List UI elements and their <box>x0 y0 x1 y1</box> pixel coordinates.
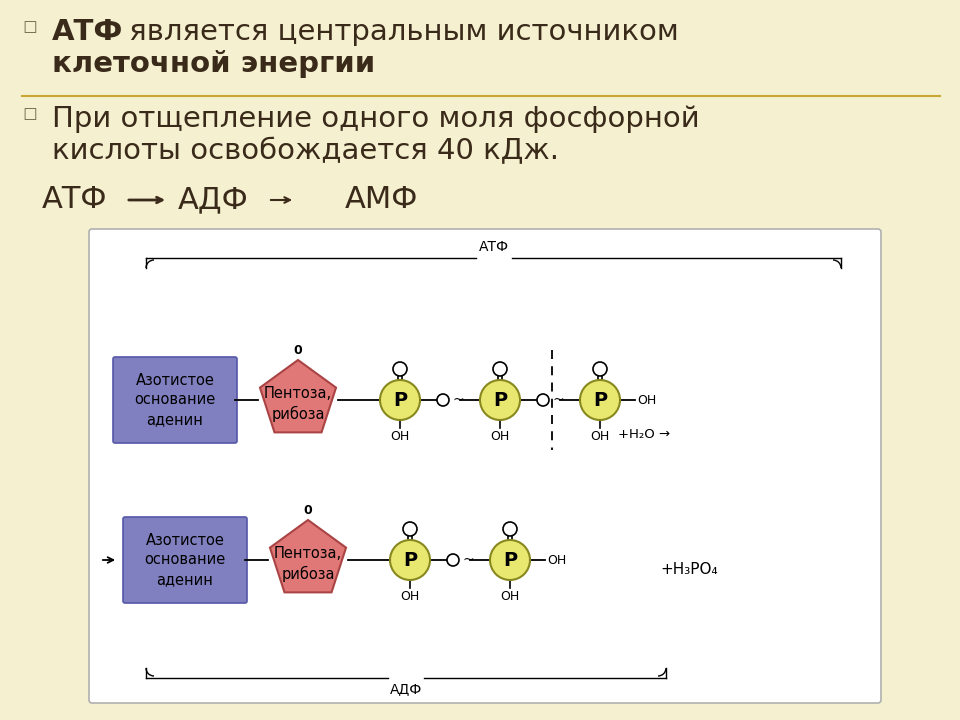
Text: ◻: ◻ <box>22 18 37 36</box>
Text: ~: ~ <box>463 553 474 567</box>
FancyBboxPatch shape <box>123 517 247 603</box>
Text: кислоты освобождается 40 кДж.: кислоты освобождается 40 кДж. <box>52 137 559 165</box>
Text: клеточной энергии: клеточной энергии <box>52 50 375 78</box>
Circle shape <box>593 362 607 376</box>
Text: ~: ~ <box>453 393 465 407</box>
Text: OH: OH <box>637 394 657 407</box>
Circle shape <box>390 540 430 580</box>
Text: АТФ: АТФ <box>42 185 108 214</box>
Polygon shape <box>260 360 336 433</box>
Circle shape <box>537 394 549 406</box>
Text: АТФ: АТФ <box>478 240 509 254</box>
Text: АДФ: АДФ <box>390 682 422 696</box>
Text: P: P <box>593 390 607 410</box>
Circle shape <box>480 380 520 420</box>
Text: АТФ: АТФ <box>52 18 124 46</box>
Text: P: P <box>492 390 507 410</box>
Text: +H₃PO₄: +H₃PO₄ <box>660 562 718 577</box>
Text: АМФ: АМФ <box>345 185 419 214</box>
Circle shape <box>447 554 459 566</box>
FancyBboxPatch shape <box>89 229 881 703</box>
Text: АДФ: АДФ <box>178 185 249 214</box>
Circle shape <box>490 540 530 580</box>
Text: Азотистое
основание
аденин: Азотистое основание аденин <box>134 373 216 427</box>
Text: Пентоза,
рибоза: Пентоза, рибоза <box>274 546 342 582</box>
Text: 0: 0 <box>303 504 312 517</box>
Text: P: P <box>403 551 417 570</box>
Text: +H₂O →: +H₂O → <box>618 428 670 441</box>
Circle shape <box>403 522 417 536</box>
Polygon shape <box>270 520 346 593</box>
Text: 0: 0 <box>294 344 302 357</box>
Text: Пентоза,
рибоза: Пентоза, рибоза <box>264 386 332 422</box>
FancyBboxPatch shape <box>113 357 237 443</box>
Text: .: . <box>337 50 347 78</box>
Text: OH: OH <box>400 590 420 603</box>
Text: При отщепление одного моля фосфорной: При отщепление одного моля фосфорной <box>52 105 700 133</box>
Text: OH: OH <box>590 430 610 443</box>
Circle shape <box>380 380 420 420</box>
Text: Азотистое
основание
аденин: Азотистое основание аденин <box>144 533 226 588</box>
Text: OH: OH <box>547 554 566 567</box>
Circle shape <box>437 394 449 406</box>
Circle shape <box>503 522 517 536</box>
Circle shape <box>580 380 620 420</box>
Text: ~: ~ <box>553 393 564 407</box>
Text: OH: OH <box>391 430 410 443</box>
Circle shape <box>393 362 407 376</box>
Text: P: P <box>393 390 407 410</box>
Text: OH: OH <box>491 430 510 443</box>
Text: P: P <box>503 551 517 570</box>
Text: является центральным источником: является центральным источником <box>120 18 679 46</box>
Circle shape <box>493 362 507 376</box>
Text: OH: OH <box>500 590 519 603</box>
Text: ◻: ◻ <box>22 105 37 123</box>
